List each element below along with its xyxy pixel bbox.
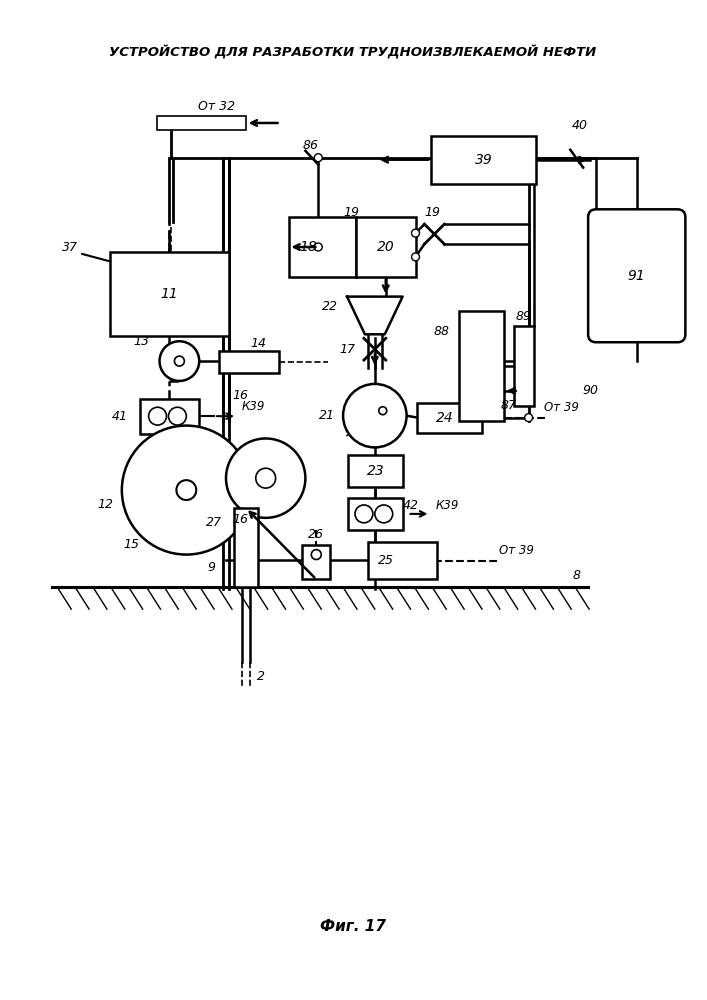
Text: 12: 12 xyxy=(97,498,113,511)
Text: От 39: От 39 xyxy=(499,544,534,557)
Text: 37: 37 xyxy=(62,241,78,254)
Text: 26: 26 xyxy=(308,528,325,541)
Circle shape xyxy=(148,407,166,425)
Bar xyxy=(459,311,504,421)
Text: 9: 9 xyxy=(207,561,215,574)
Circle shape xyxy=(168,407,187,425)
Bar xyxy=(368,542,438,579)
Text: 20: 20 xyxy=(377,240,395,254)
Bar xyxy=(234,508,258,587)
Circle shape xyxy=(160,341,199,381)
Text: 18: 18 xyxy=(300,240,317,254)
Text: 89: 89 xyxy=(515,310,532,323)
FancyBboxPatch shape xyxy=(588,209,685,342)
Bar xyxy=(356,217,416,277)
Text: 42: 42 xyxy=(402,499,419,512)
Text: 24: 24 xyxy=(436,411,454,425)
Text: 39: 39 xyxy=(474,153,492,167)
Text: 25: 25 xyxy=(378,554,394,567)
Circle shape xyxy=(379,407,387,415)
Bar xyxy=(288,217,356,277)
Text: 13: 13 xyxy=(134,335,150,348)
Bar xyxy=(348,455,402,487)
Text: 91: 91 xyxy=(628,269,645,283)
Text: 23: 23 xyxy=(366,464,384,478)
Circle shape xyxy=(175,356,185,366)
Text: 88: 88 xyxy=(433,325,450,338)
Circle shape xyxy=(411,253,419,261)
Text: 14: 14 xyxy=(251,337,267,350)
Text: 21: 21 xyxy=(319,409,335,422)
Circle shape xyxy=(177,480,197,500)
Circle shape xyxy=(311,550,321,560)
Bar xyxy=(110,252,229,336)
Bar xyxy=(219,351,279,373)
Text: 19: 19 xyxy=(424,206,440,219)
Bar xyxy=(156,116,246,130)
Bar xyxy=(303,545,330,579)
Bar xyxy=(418,403,482,433)
Text: 8: 8 xyxy=(572,569,580,582)
Circle shape xyxy=(315,243,322,251)
Circle shape xyxy=(315,154,322,162)
Text: К39: К39 xyxy=(436,499,459,512)
Bar xyxy=(514,326,534,406)
Circle shape xyxy=(411,229,419,237)
Text: 19: 19 xyxy=(343,206,359,219)
Circle shape xyxy=(256,468,276,488)
Text: 16: 16 xyxy=(232,513,248,526)
Text: Фиг. 17: Фиг. 17 xyxy=(320,919,386,934)
Text: 15: 15 xyxy=(124,538,140,551)
Bar xyxy=(348,498,402,530)
Circle shape xyxy=(226,438,305,518)
Text: От 32: От 32 xyxy=(197,100,235,113)
Circle shape xyxy=(375,505,392,523)
Text: От 39: От 39 xyxy=(544,401,579,414)
Bar xyxy=(431,136,536,184)
Circle shape xyxy=(122,426,251,555)
Text: 22: 22 xyxy=(322,300,338,313)
Text: 87: 87 xyxy=(501,399,517,412)
Text: 27: 27 xyxy=(206,516,222,529)
Polygon shape xyxy=(347,297,402,334)
Text: 40: 40 xyxy=(572,119,588,132)
Text: К39: К39 xyxy=(242,400,265,413)
Circle shape xyxy=(525,414,532,422)
Text: 16: 16 xyxy=(232,389,248,402)
Circle shape xyxy=(343,384,407,447)
Text: 2: 2 xyxy=(257,670,264,683)
Text: 41: 41 xyxy=(112,410,128,423)
Bar xyxy=(140,399,199,434)
Text: 86: 86 xyxy=(303,139,318,152)
Text: 90: 90 xyxy=(582,384,598,397)
Circle shape xyxy=(355,505,373,523)
Text: 11: 11 xyxy=(160,287,178,301)
Text: 17: 17 xyxy=(339,343,355,356)
Text: УСТРОЙСТВО ДЛЯ РАЗРАБОТКИ ТРУДНОИЗВЛЕКАЕМОЙ НЕФТИ: УСТРОЙСТВО ДЛЯ РАЗРАБОТКИ ТРУДНОИЗВЛЕКАЕ… xyxy=(110,45,597,59)
